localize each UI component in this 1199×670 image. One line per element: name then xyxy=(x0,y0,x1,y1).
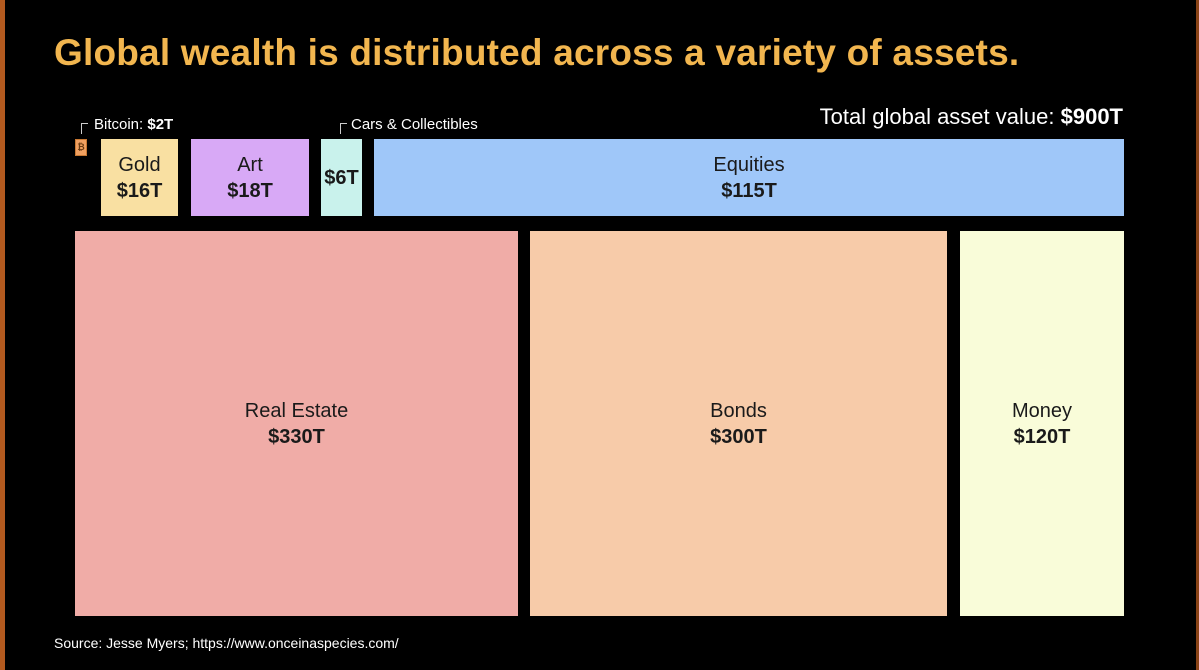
tile-real-estate-value: $330T xyxy=(268,425,325,448)
total-label-text: Total global asset value: xyxy=(819,104,1055,129)
tile-art-value: $18T xyxy=(227,179,273,202)
tile-money-value: $120T xyxy=(1013,425,1071,448)
bitcoin-callout-name: Bitcoin xyxy=(94,116,140,133)
bitcoin-callout-value: $2T xyxy=(147,116,174,133)
source-note: Source: Jesse Myers; https://www.onceina… xyxy=(54,635,399,651)
tile-bonds-name: Bonds xyxy=(710,399,767,422)
tile-money-name: Money xyxy=(1011,399,1073,422)
tile-equities: Equities $115T xyxy=(374,139,1124,216)
chart-title: Global wealth is distributed across a va… xyxy=(54,32,1020,73)
left-edge-border xyxy=(0,0,5,670)
tile-bonds-value: $300T xyxy=(710,425,767,448)
tile-equities-name: Equities xyxy=(713,153,785,176)
tile-gold-name: Gold xyxy=(118,153,161,176)
cars-callout: Cars & Collectibles xyxy=(351,116,478,133)
tile-art-name: Art xyxy=(237,153,263,176)
tile-cars-value: $6T xyxy=(324,166,359,189)
tile-art: Art $18T xyxy=(191,139,309,216)
tile-real-estate: Real Estate $330T xyxy=(75,231,518,616)
total-value-label: Total global asset value: $900T xyxy=(820,104,1123,130)
bitcoin-callout-bracket xyxy=(81,123,88,134)
tile-cars-collectibles: $6T xyxy=(321,139,362,216)
cars-callout-bracket xyxy=(340,123,347,134)
tile-real-estate-name: Real Estate xyxy=(244,399,349,422)
bitcoin-icon: ₿ xyxy=(75,139,87,156)
tile-equities-value: $115T xyxy=(721,179,777,202)
tile-gold: Gold $16T xyxy=(101,139,178,216)
bitcoin-callout: Bitcoin: $2T xyxy=(94,116,174,133)
tile-gold-value: $16T xyxy=(116,179,163,202)
total-value-text: $900T xyxy=(1060,104,1123,129)
tile-bonds: Bonds $300T xyxy=(530,231,947,616)
tile-money: Money $120T xyxy=(960,231,1124,616)
right-edge-border xyxy=(1196,0,1199,670)
